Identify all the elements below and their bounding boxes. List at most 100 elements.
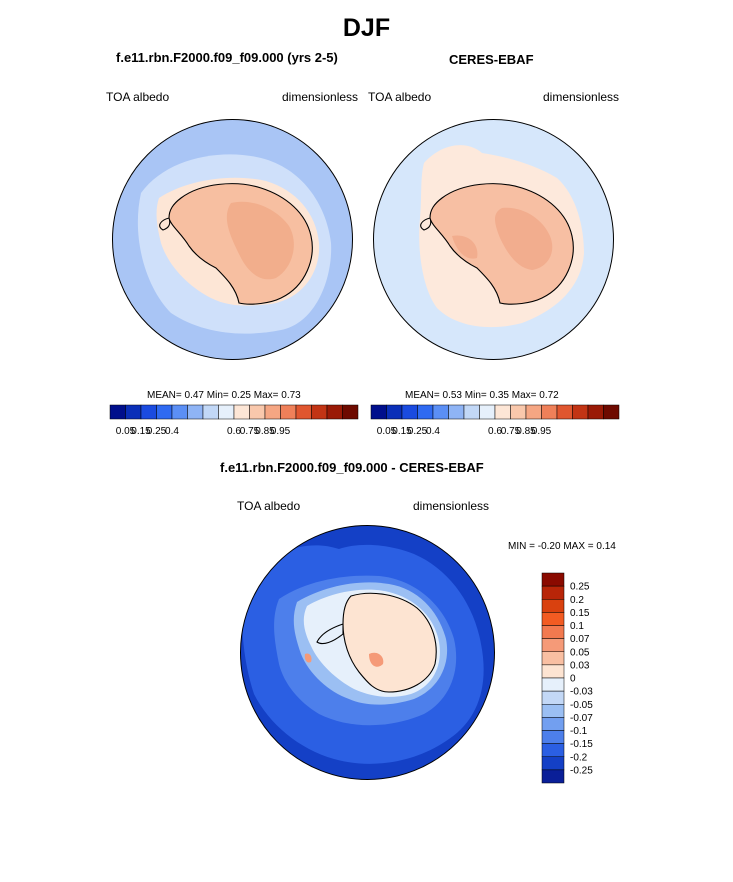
- model-max-value: 0.73: [281, 390, 301, 401]
- colorbar-tick-label: 0.07: [570, 634, 590, 645]
- colorbar-swatch: [541, 704, 565, 718]
- colorbar-swatch: [541, 651, 565, 666]
- colorbar-swatch: [187, 404, 204, 420]
- colorbar-swatch: [280, 404, 297, 420]
- colorbar-tick-label: 0.15: [131, 426, 151, 437]
- obs-units-label: dimensionless: [543, 90, 620, 104]
- colorbar-tick-label: 0.1: [570, 621, 584, 632]
- diff-min-value: -0.20: [537, 541, 561, 552]
- colorbar-tick-label: 0.03: [570, 660, 590, 671]
- colorbar-swatch: [479, 404, 496, 420]
- model-units-label: dimensionless: [282, 90, 359, 104]
- obs-plateau: [452, 207, 553, 270]
- colorbar-swatch: [202, 404, 219, 420]
- colorbar-swatch: [541, 638, 565, 652]
- colorbar-swatch: [525, 404, 542, 420]
- colorbar-swatch: [572, 404, 589, 420]
- colorbar-swatch: [109, 404, 126, 420]
- colorbar-tick-label: 0.6: [227, 426, 241, 437]
- colorbar-swatch: [417, 404, 434, 420]
- colorbar-swatch: [326, 404, 343, 420]
- model-min-label: Min=: [206, 390, 229, 401]
- colorbar-tick-label: 0.05: [570, 647, 590, 658]
- model-mean-value: 0.47: [184, 390, 204, 401]
- colorbar-tick-label: -0.2: [570, 752, 588, 763]
- model-min-value: 0.25: [231, 390, 251, 401]
- colorbar-tick-label: 0: [570, 674, 576, 685]
- obs-polar-map: [373, 119, 614, 360]
- diff-max-label: MAX =: [563, 541, 594, 552]
- colorbar-tick-label: 0.15: [392, 426, 412, 437]
- colorbar-tick-label: 0.6: [488, 426, 502, 437]
- model-variable-label: TOA albedo: [106, 90, 170, 104]
- colorbar-swatch: [541, 717, 565, 731]
- colorbar-swatch: [432, 404, 449, 420]
- colorbar-swatch: [541, 743, 565, 757]
- colorbar-swatch: [541, 572, 565, 587]
- colorbar-tick-label: 0.95: [532, 426, 552, 437]
- colorbar-swatch: [370, 404, 387, 420]
- model-plateau: [226, 201, 294, 280]
- colorbar-tick-label: 0.2: [570, 595, 584, 606]
- figure-title: DJF: [342, 14, 391, 42]
- colorbar-swatch: [140, 404, 157, 420]
- colorbar-swatch: [401, 404, 418, 420]
- colorbar-swatch: [541, 664, 565, 679]
- obs-min-label: Min=: [464, 390, 487, 401]
- obs-mean-label: MEAN=: [405, 390, 440, 401]
- colorbar-swatch: [587, 404, 604, 420]
- colorbar-tick-label: 0.05: [116, 426, 136, 437]
- colorbar-swatch: [125, 404, 142, 420]
- model-max-label: Max=: [253, 390, 279, 401]
- colorbar-swatch: [494, 404, 511, 420]
- colorbar-tick-label: 0.15: [570, 608, 590, 619]
- colorbar-tick-label: -0.05: [570, 700, 593, 711]
- obs-colorbar: 0.050.150.250.4 0.60.750.850.95: [370, 404, 620, 437]
- colorbar-swatch: [386, 404, 403, 420]
- colorbar-swatch: [541, 690, 565, 705]
- colorbar-swatch: [510, 404, 527, 420]
- colorbar-tick-label: 0.75: [240, 426, 260, 437]
- colorbar-tick-label: -0.07: [570, 713, 593, 724]
- colorbar-tick-label: -0.25: [570, 765, 593, 776]
- colorbar-tick-label: 0.85: [255, 426, 275, 437]
- colorbar-swatch: [541, 585, 565, 600]
- diff-positive-patch: [304, 652, 384, 667]
- colorbar-swatch: [342, 404, 359, 420]
- colorbar-swatch: [218, 404, 235, 420]
- diff-antarctica: [343, 593, 437, 692]
- colorbar-swatch: [463, 404, 480, 420]
- colorbar-swatch: [541, 404, 558, 420]
- colorbar-swatch: [603, 404, 620, 420]
- colorbar-swatch: [171, 404, 188, 420]
- diff-polar-map: [240, 525, 495, 780]
- model-stats: MEAN= 0.47 Min= 0.25 Max= 0.73: [147, 390, 301, 401]
- obs-coastline: [420, 183, 574, 305]
- colorbar-swatch: [541, 677, 565, 692]
- colorbar-swatch: [311, 404, 328, 420]
- diff-units-label: dimensionless: [413, 499, 490, 513]
- colorbar-tick-label: -0.15: [570, 739, 593, 750]
- obs-max-label: Max=: [511, 390, 537, 401]
- obs-max-value: 0.72: [539, 390, 559, 401]
- colorbar-swatch: [541, 730, 565, 744]
- model-mean-label: MEAN=: [147, 390, 182, 401]
- diff-colorbar: 0.25 0.2 0.15 0.1 0.07 0.05 0.03 0 -0.03 -0.05 -0.…: [541, 572, 593, 784]
- diff-stats: MIN = -0.20 MAX = 0.14: [508, 541, 616, 552]
- colorbar-swatch: [556, 404, 573, 420]
- colorbar-tick-label: 0.05: [377, 426, 397, 437]
- obs-panel-title: CERES-EBAF: [449, 52, 534, 67]
- colorbar-tick-label: 0.25: [408, 426, 428, 437]
- diff-variable-label: TOA albedo: [237, 499, 301, 513]
- model-coastline: [159, 183, 313, 305]
- colorbar-swatch: [233, 404, 250, 420]
- colorbar-swatch: [156, 404, 173, 420]
- colorbar-swatch: [264, 404, 281, 420]
- obs-variable-label: TOA albedo: [368, 90, 432, 104]
- colorbar-tick-label: 0.85: [516, 426, 536, 437]
- colorbar-tick-label: 0.95: [271, 426, 291, 437]
- colorbar-swatch: [541, 599, 565, 613]
- model-polar-map: [112, 119, 353, 360]
- model-panel-title: f.e11.rbn.F2000.f09_f09.000 (yrs 2-5): [116, 50, 338, 65]
- colorbar-swatch: [448, 404, 465, 420]
